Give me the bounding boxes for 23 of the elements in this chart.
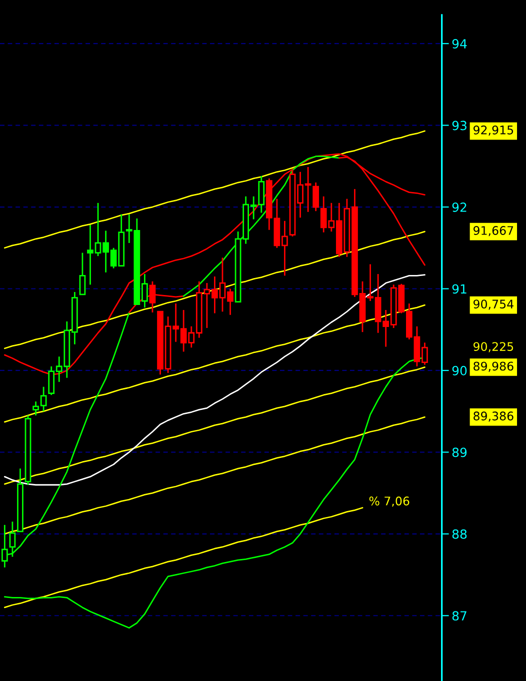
line-series: [4, 130, 426, 249]
y-tick-label: 88: [452, 529, 467, 539]
series-label: % 7,06: [369, 496, 410, 507]
y-tick-label: 89: [452, 448, 467, 458]
y-tick-label: 92: [452, 202, 466, 212]
text: 90,225: [474, 342, 514, 352]
text: 90,754: [474, 300, 514, 310]
line-series: [4, 230, 426, 350]
y-tick-label: 87: [452, 611, 466, 621]
line-series: [4, 274, 426, 486]
y-tick-label: 93: [452, 120, 466, 130]
line-series: [4, 304, 426, 423]
y-tick-label: 94: [452, 39, 467, 49]
text: 89,386: [474, 412, 514, 422]
y-tick-label: 90: [452, 366, 467, 376]
candlestick: [312, 182, 320, 212]
line-series: [4, 507, 364, 608]
candlestick: [79, 252, 86, 296]
text: 89,986: [474, 362, 514, 372]
y-tick-label: 91: [452, 284, 466, 294]
text: 92,915: [474, 126, 514, 136]
line-series: [4, 366, 426, 485]
text: 91,667: [474, 226, 514, 236]
